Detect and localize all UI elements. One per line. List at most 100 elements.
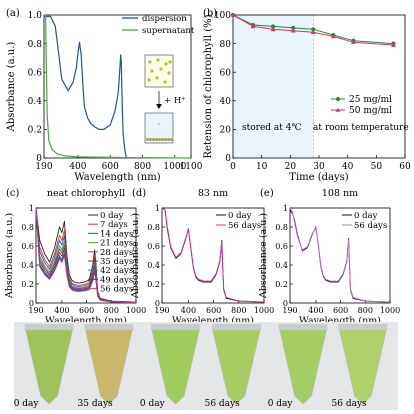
y-tick-label: 0 [36,154,42,164]
photo-label: 56 days [332,399,368,409]
y-axis-label: Retension of chlorophyll (%) [203,14,214,158]
y-axis-label: Absorbance (a.u.) [130,213,141,299]
legend-marker [336,97,340,101]
x-tick-label: 30 [313,162,325,172]
data-point [271,24,276,29]
x-tick-label: 600 [79,306,94,315]
particle [147,78,151,82]
panel-b: 0 10 20 30 40 50 60 0 20 40 60 80 100 Time (days) Rete… [203,8,411,183]
sediment [146,138,149,141]
data-point [230,12,236,17]
x-tick-label: 800 [231,306,246,315]
series-line-supernatant [44,14,192,159]
y-tick-label: 1 [283,204,288,213]
series-line-56 days [161,207,265,303]
particle [163,80,167,84]
x-axis-label: Time (days) [289,172,348,183]
x-tick-label: 600 [102,162,119,172]
panel-label-a: (a) [6,8,20,19]
panel-title: 83 nm [198,188,228,199]
particle [148,60,152,64]
x-tick-label: 1000 [254,306,274,315]
y-tick-label: 0 [283,299,288,308]
y-tick-label: 0.8 [21,223,34,232]
x-tick-label: 400 [308,306,323,315]
y-tick-label: 100 [214,11,231,21]
plot-frame [289,207,391,304]
data-point [270,26,276,32]
y-tick-label: 80 [220,40,232,50]
series-line-25 mg/ml [232,14,394,45]
sediment [167,138,170,141]
legend-entry: 56 days [228,221,261,231]
tube-liquid [25,329,73,405]
particle [164,62,168,66]
particle [155,76,159,80]
sediment [164,138,167,141]
series-line-56 days [289,207,391,303]
y-axis-label: Absorbance (a.u.) [258,213,269,299]
particle [159,67,163,71]
vial-bottom [144,112,174,144]
photo-label: 0 day [268,399,294,409]
x-tick-label: 0 [230,162,236,172]
sediment [170,138,173,141]
x-axis-label: Wavelength (nm) [299,316,381,327]
x-tick-label: 10 [256,162,268,172]
panel-label-d: (d) [132,188,146,199]
x-tick-label: 20 [285,162,297,172]
region-label-right: at room temperature [313,123,409,133]
legend-entry: dispersion [142,14,187,24]
y-tick-label: 1 [29,204,34,213]
panel-label-e: (e) [260,188,274,199]
y-tick-label: 0.2 [21,280,34,289]
particle [156,58,160,62]
x-axis-label: Wavelength (nm) [45,316,127,327]
y-tick-label: 0.6 [147,242,160,251]
y-tick-label: 40 [220,97,232,107]
legend-entry: 56 days [354,221,387,231]
region-label-left: stored at 4℃ [242,123,302,133]
photo-label: 56 days [205,399,241,409]
data-point [291,25,296,30]
tube-cap [150,324,201,330]
sediment [149,138,152,141]
legend-entry: 21 days [100,239,133,249]
y-axis-label: Absorbance (a.u.) [4,213,15,299]
tube-cap [278,324,328,330]
photo-label: 0 day [14,399,40,409]
legend-entry: 25 mg/ml [349,95,392,105]
x-axis-label: Wavelength (nm) [74,172,160,183]
x-tick-label: 600 [333,306,348,315]
data-point [310,29,316,34]
inset-label: + H⁺ [164,96,186,106]
arrow-head [156,104,162,109]
y-tick-label: 0.8 [147,223,160,232]
legend-entry: 7 days [100,220,128,230]
panel-c: 190 400 600 800 1000 0 0.2 0.4 0.6 0.8 1 Wavelength… [4,188,146,410]
x-tick-label: 400 [69,162,86,172]
photo-label: 0 day [140,399,166,409]
panel-d: 190 400 600 800 1000 0 0.2 0.4 0.6 0.8 1 Wavelength… [130,188,274,410]
x-tick-label: 800 [104,306,119,315]
y-tick-label: 0.2 [275,280,288,289]
x-tick-label: 400 [54,306,69,315]
legend-entry: 42 days [100,266,133,276]
x-tick-label: 600 [206,306,221,315]
legend-entry: 28 days [100,248,133,258]
sediment [158,138,161,141]
panel-e: 190 400 600 800 1000 0 0.2 0.4 0.6 0.8 1 Wavelength… [258,188,400,410]
y-tick-label: 0.2 [147,280,160,289]
tube-cap [84,324,134,330]
series-line-50 mg/ml [232,14,394,46]
tube-liquid [339,329,387,405]
tube-cap [24,324,74,330]
y-tick-label: 0.4 [21,261,34,270]
panel-label-c: (c) [6,188,20,199]
particle [158,123,160,125]
data-point [311,27,316,32]
y-tick-label: 0.4 [28,97,43,107]
y-tick-label: 20 [220,126,232,136]
legend-entry: 0 day [228,211,252,221]
